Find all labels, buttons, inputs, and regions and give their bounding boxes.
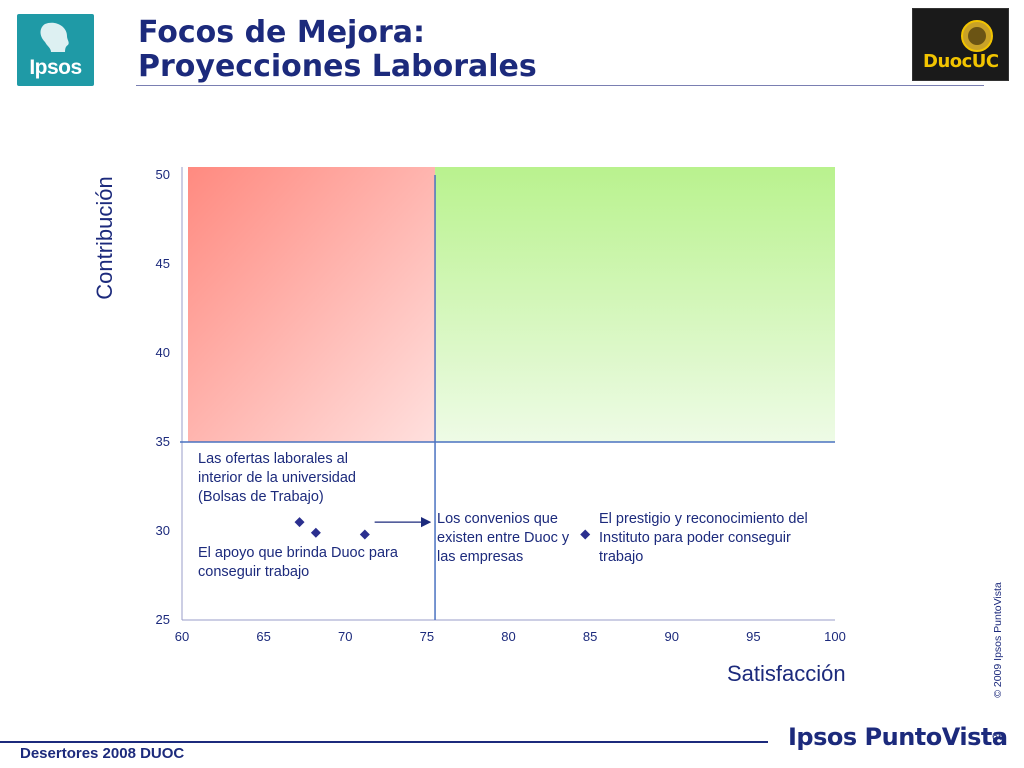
x-tick-label: 65	[256, 629, 270, 644]
x-tick-label: 80	[501, 629, 515, 644]
title-divider	[136, 85, 984, 86]
data-point-3	[359, 529, 370, 540]
data-point-4	[580, 529, 591, 540]
annotation-convenios: Los convenios que existen entre Duoc y l…	[437, 511, 570, 565]
x-tick-label: 100	[824, 629, 846, 644]
title-line-2: Proyecciones Laborales	[138, 49, 537, 84]
duoc-logo-text: DuocUC	[923, 51, 999, 72]
y-tick-label: 30	[156, 523, 170, 538]
y-tick-label: 25	[156, 612, 170, 627]
x-tick-label: 75	[420, 629, 434, 644]
footer-brand-logo: Ipsos PuntoVista	[788, 723, 1008, 751]
x-tick-label: 70	[338, 629, 352, 644]
footer-label: Desertores 2008 DUOC	[20, 745, 185, 762]
y-tick-label: 40	[156, 345, 170, 360]
y-tick-label: 50	[156, 167, 170, 182]
duoc-logo: DuocUC	[912, 8, 1009, 81]
data-point-2	[310, 527, 321, 538]
page-title: Focos de Mejora: Proyecciones Laborales	[138, 16, 537, 84]
x-axis-label: Satisfacción	[727, 661, 846, 686]
annotation-bolsas-de-trabajo: Las ofertas laborales al interior de la …	[198, 451, 356, 505]
quadrant-maintain	[435, 167, 835, 442]
title-line-1: Focos de Mejora:	[138, 15, 425, 50]
y-axis-label: Contribución	[92, 176, 117, 300]
quadrant-improve	[188, 167, 436, 442]
x-tick-label: 85	[583, 629, 597, 644]
ipsos-logo: Ipsos	[17, 14, 94, 86]
x-tick-label: 60	[175, 629, 189, 644]
y-tick-label: 45	[156, 256, 170, 271]
y-tick-label: 35	[156, 434, 170, 449]
annotation-prestigio: El prestigio y reconocimiento del Instit…	[599, 511, 808, 565]
copyright-note: © 2009 Ipsos PuntoVista	[992, 582, 1004, 698]
duoc-seal-icon	[961, 20, 993, 52]
ipsos-face-icon	[40, 22, 69, 52]
page-number: 66	[992, 731, 1005, 743]
x-tick-label: 95	[746, 629, 760, 644]
data-point-1	[294, 517, 305, 528]
footer-divider	[0, 741, 768, 743]
x-tick-label: 90	[665, 629, 679, 644]
ipsos-logo-text: Ipsos	[29, 56, 82, 79]
annotation-apoyo-duoc: El apoyo que brinda Duoc para conseguir …	[198, 545, 398, 580]
